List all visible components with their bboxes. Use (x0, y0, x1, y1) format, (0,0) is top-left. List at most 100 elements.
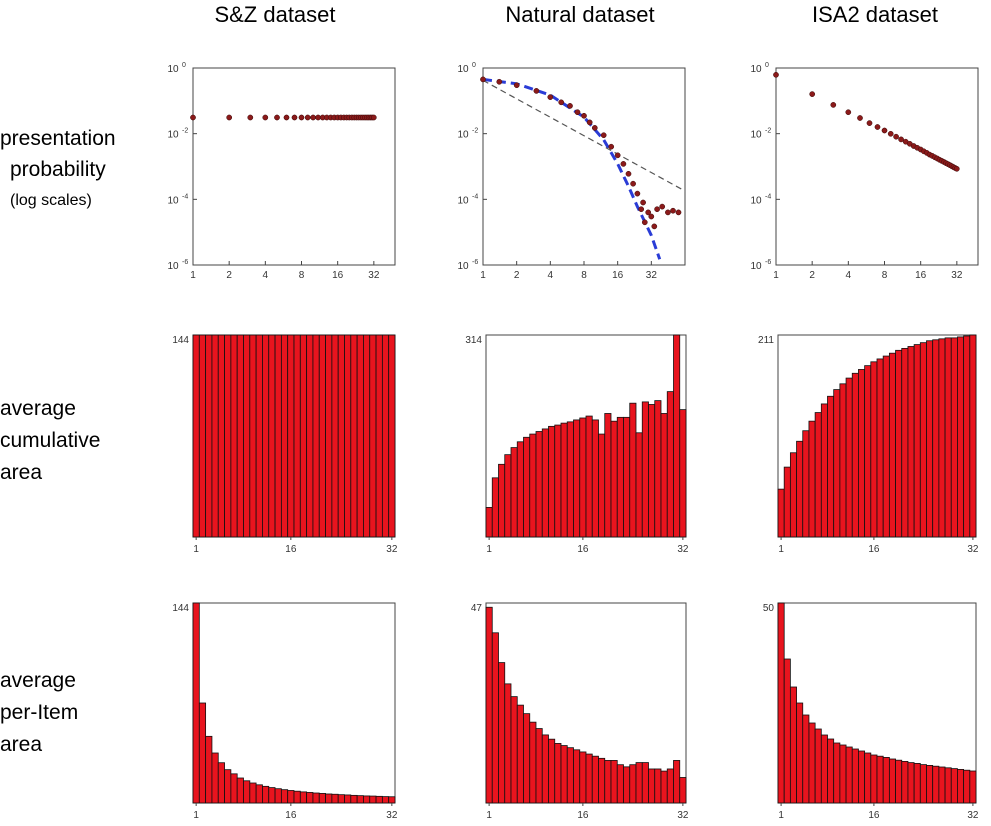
bar (192, 602, 200, 804)
data-point (830, 102, 837, 108)
data-point (634, 190, 641, 197)
bar (388, 796, 396, 804)
y-tick-label: 47 (471, 603, 483, 614)
y-tick-exponent: -4 (182, 193, 188, 200)
bar (802, 430, 810, 538)
row-label-cumulative-line2: cumulative (0, 429, 100, 452)
x-tick-label: 16 (577, 810, 589, 821)
bar (318, 334, 326, 538)
bar (498, 463, 506, 538)
bar (808, 722, 816, 804)
x-tick-label: 16 (285, 810, 297, 821)
chart-item-sz: 144 1 16 32 (172, 602, 398, 821)
bar (312, 334, 320, 538)
bar (293, 790, 301, 804)
bar (648, 768, 656, 804)
data-point (881, 127, 888, 134)
bar (299, 334, 308, 538)
bar (325, 334, 333, 538)
x-tick-label: 4 (263, 270, 269, 281)
bar (876, 755, 884, 804)
bar (888, 758, 896, 804)
x-tick-label: 1 (486, 544, 492, 555)
bar (598, 433, 606, 538)
bar (192, 334, 200, 538)
bar (777, 602, 785, 804)
bar (287, 334, 295, 538)
bar (932, 765, 940, 804)
data-point (665, 209, 671, 216)
bar (963, 769, 971, 804)
bar (369, 334, 377, 538)
bar (616, 416, 624, 538)
column-title-isa2: ISA2 dataset (812, 2, 938, 27)
bar (230, 773, 238, 804)
bar (573, 419, 581, 538)
data-point (304, 114, 311, 121)
bar (388, 334, 396, 538)
data-point (625, 170, 632, 177)
y-tick-label: 10 (167, 64, 179, 75)
x-tick-label: 8 (581, 270, 587, 281)
x-tick-label: 32 (967, 810, 979, 821)
bar (604, 760, 612, 804)
bar (882, 757, 890, 804)
bar (635, 432, 643, 538)
data-point (893, 133, 899, 140)
x-tick-label: 1 (773, 270, 779, 281)
bar (845, 377, 853, 538)
bar (610, 420, 618, 538)
data-point (274, 114, 280, 121)
bar (950, 337, 958, 538)
x-tick-label: 1 (190, 270, 196, 281)
bar (369, 795, 377, 804)
bar (913, 344, 921, 538)
bar (325, 793, 333, 804)
bar (498, 662, 506, 804)
bar (236, 334, 244, 538)
bar (249, 334, 257, 538)
bar (566, 421, 574, 538)
bar (224, 769, 232, 804)
bar (623, 416, 631, 538)
x-tick-label: 1 (778, 810, 784, 821)
data-point (226, 114, 233, 121)
y-tick-label: 144 (172, 335, 189, 346)
data-point (298, 114, 305, 121)
data-point (857, 115, 863, 121)
bar (262, 785, 270, 804)
row-label-probability-line3: (log scales) (10, 192, 92, 209)
bar (560, 745, 568, 804)
bar (796, 702, 804, 804)
bar (833, 742, 841, 804)
bar (876, 358, 884, 538)
data-point (630, 180, 636, 187)
data-point (773, 71, 779, 78)
y-tick-label: 10 (457, 130, 469, 141)
x-tick-label: 1 (486, 810, 492, 821)
data-point (675, 209, 682, 216)
bar (839, 383, 847, 538)
bar (224, 334, 232, 538)
bar (820, 734, 828, 804)
plot-frame (192, 67, 396, 266)
bar (969, 334, 977, 538)
x-tick-label: 32 (677, 544, 689, 555)
data-point (651, 223, 658, 230)
row-label-peritem-line3: area (0, 733, 42, 756)
bar (623, 766, 631, 804)
y-tick-label: 144 (172, 603, 189, 614)
bar (280, 789, 289, 804)
data-point (648, 213, 655, 220)
bar (331, 334, 339, 538)
y-tick-label: 10 (750, 195, 762, 206)
bar (919, 342, 927, 538)
bar (944, 767, 952, 804)
x-tick-label: 1 (778, 544, 784, 555)
bar (895, 759, 903, 804)
y-tick-exponent: -6 (182, 259, 188, 266)
y-tick-exponent: 0 (182, 62, 186, 69)
bar (858, 750, 866, 804)
data-point (247, 114, 254, 121)
